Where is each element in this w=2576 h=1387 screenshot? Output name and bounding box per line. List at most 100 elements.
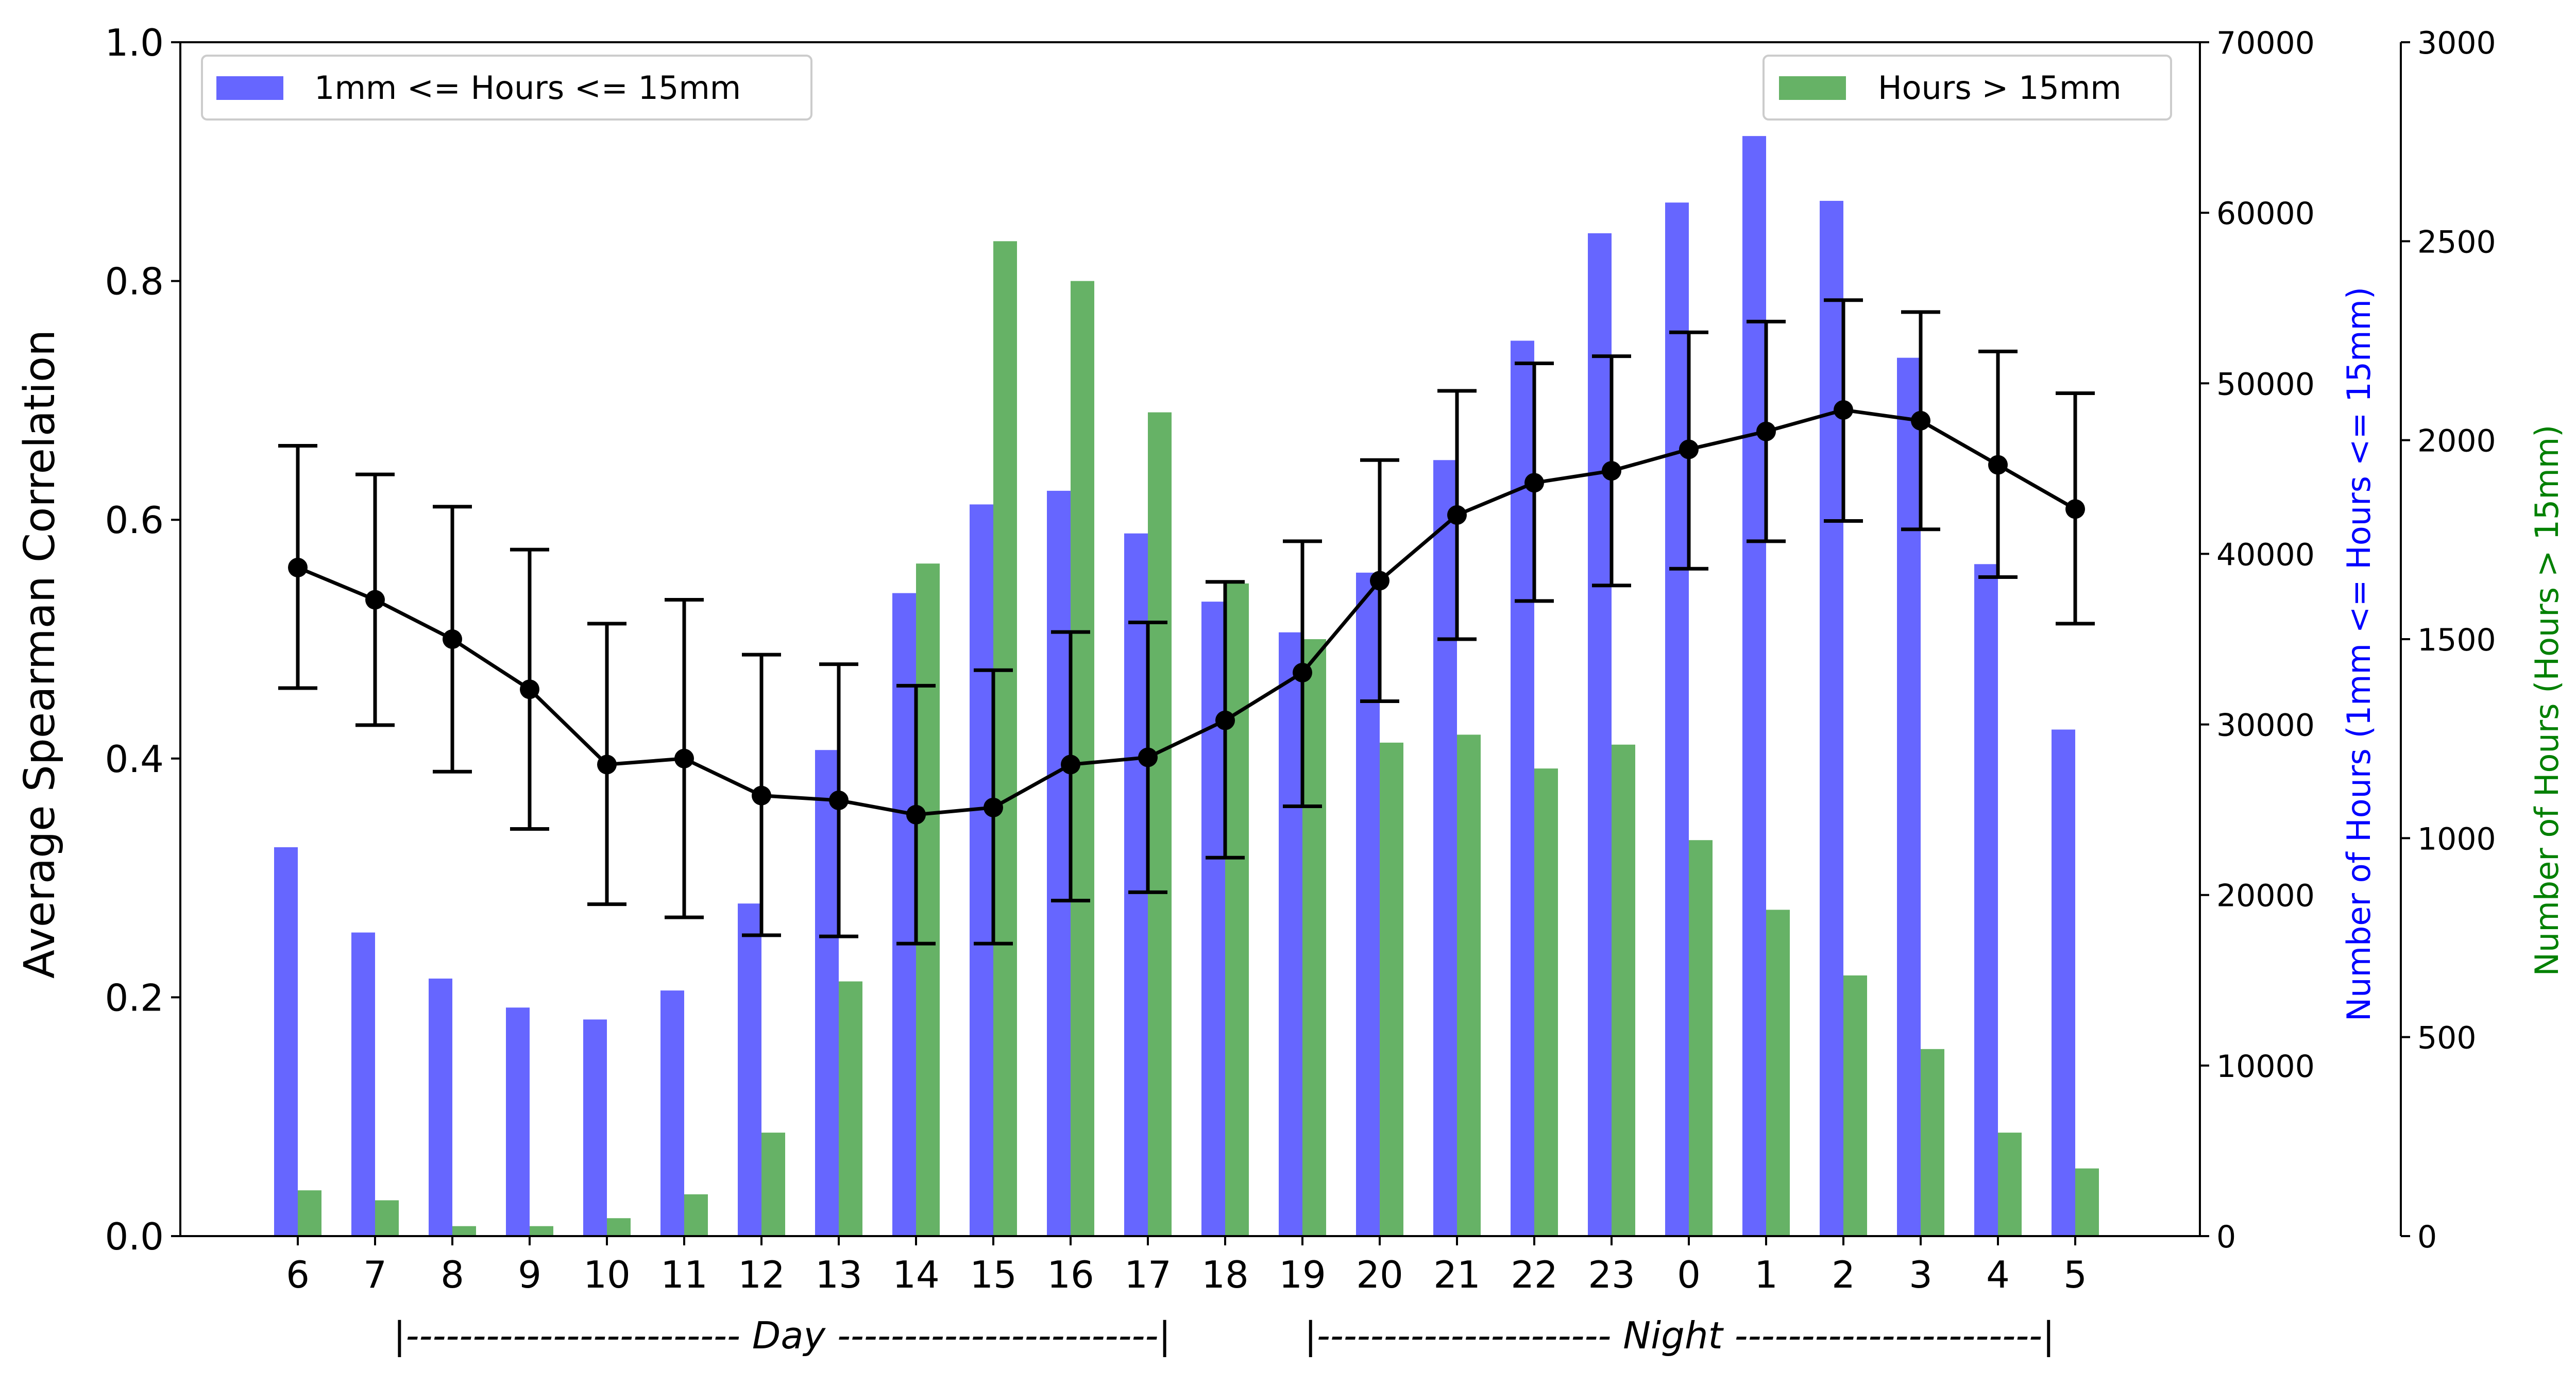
bar-green-23 — [1612, 744, 1635, 1236]
y-right1-tick-label: 40000 — [2216, 537, 2315, 573]
y-right2-tick-label: 1500 — [2417, 622, 2496, 658]
x-tick-label-19: 19 — [1279, 1253, 1326, 1296]
bar-green-5 — [2075, 1168, 2099, 1236]
correlation-point-20 — [1370, 571, 1389, 591]
bar-blue-12 — [738, 903, 761, 1236]
x-tick-label-15: 15 — [970, 1253, 1017, 1296]
legend-blue: 1mm <= Hours <= 15mm — [201, 55, 812, 121]
bar-blue-15 — [970, 504, 993, 1236]
bar-green-6 — [298, 1190, 321, 1236]
x-tick-label-2: 2 — [1832, 1253, 1855, 1296]
legend-blue-label: 1mm <= Hours <= 15mm — [314, 69, 741, 107]
bar-green-1 — [1766, 910, 1790, 1236]
x-tick-label-6: 6 — [286, 1253, 310, 1296]
x-tick-label-10: 10 — [583, 1253, 631, 1296]
correlation-point-2 — [1834, 400, 1853, 420]
bar-green-8 — [452, 1226, 476, 1236]
bar-blue-19 — [1279, 632, 1302, 1236]
correlation-line — [297, 408, 2076, 817]
bar-blue-6 — [274, 847, 298, 1236]
correlation-point-23 — [1602, 461, 1621, 481]
bar-blue-7 — [351, 932, 375, 1236]
period-label-night: |---------------------- Night ----------… — [1304, 1314, 2055, 1358]
bar-green-21 — [1457, 734, 1481, 1236]
x-tick-label-4: 4 — [1986, 1253, 2010, 1296]
bar-green-9 — [530, 1226, 553, 1236]
y-left-tick-label: 0.2 — [105, 976, 164, 1019]
bar-blue-4 — [1974, 564, 1998, 1236]
bar-blue-16 — [1047, 490, 1071, 1236]
x-tick-label-20: 20 — [1356, 1253, 1403, 1296]
correlation-point-19 — [1293, 662, 1312, 682]
bar-green-0 — [1689, 840, 1713, 1236]
bar-blue-23 — [1588, 233, 1612, 1236]
bar-green-14 — [916, 563, 940, 1236]
y-axis-label-right1: Number of Hours (1mm <= Hours <= 15mm) — [2340, 287, 2378, 1021]
y-right1-tick-label: 10000 — [2216, 1049, 2315, 1085]
bar-green-15 — [993, 241, 1017, 1236]
x-tick-label-5: 5 — [2063, 1253, 2087, 1296]
x-tick-label-13: 13 — [815, 1253, 862, 1296]
bar-blue-21 — [1433, 460, 1457, 1236]
correlation-point-16 — [1061, 755, 1080, 775]
y-axis-label-right2: Number of Hours (Hours > 15mm) — [2528, 425, 2566, 977]
y-right1-tick-label: 20000 — [2216, 878, 2315, 914]
y-left-tick-label: 0.4 — [105, 738, 164, 781]
correlation-point-21 — [1447, 505, 1467, 525]
bar-blue-18 — [1201, 602, 1225, 1236]
bar-blue-17 — [1124, 533, 1148, 1236]
x-tick-label-7: 7 — [363, 1253, 387, 1296]
bar-blue-5 — [2052, 729, 2075, 1236]
x-tick-label-11: 11 — [660, 1253, 708, 1296]
bar-blue-0 — [1665, 202, 1689, 1236]
correlation-point-22 — [1524, 473, 1544, 493]
bar-blue-11 — [660, 990, 684, 1236]
x-tick-label-23: 23 — [1588, 1253, 1635, 1296]
x-tick-label-8: 8 — [440, 1253, 464, 1296]
x-tick-label-12: 12 — [738, 1253, 785, 1296]
bar-blue-3 — [1897, 357, 1921, 1236]
bar-green-10 — [607, 1218, 631, 1236]
legend-green-box — [1762, 55, 2172, 121]
correlation-point-15 — [984, 797, 1003, 817]
legend-green-swatch — [1779, 76, 1846, 100]
y-left-tick-label: 0.8 — [105, 260, 164, 303]
bar-blue-20 — [1356, 572, 1380, 1236]
bar-green-22 — [1534, 768, 1558, 1236]
bar-blue-10 — [583, 1019, 607, 1236]
y-right1-tick-label: 60000 — [2216, 196, 2315, 232]
x-tick-label-1: 1 — [1754, 1253, 1778, 1296]
correlation-point-0 — [1679, 439, 1699, 459]
bar-green-13 — [839, 981, 862, 1236]
legend-green-label: Hours > 15mm — [1878, 69, 2122, 107]
bars-layer — [274, 136, 2099, 1236]
y-left-tick-label: 0.0 — [105, 1215, 164, 1258]
legend-blue-swatch — [216, 76, 283, 100]
x-tick-label-16: 16 — [1047, 1253, 1094, 1296]
x-tick-label-17: 17 — [1124, 1253, 1172, 1296]
y-left-tick-label: 0.6 — [105, 499, 164, 542]
bar-blue-13 — [815, 750, 839, 1236]
bar-blue-8 — [429, 978, 452, 1236]
correlation-point-4 — [1988, 455, 2008, 475]
bar-green-17 — [1148, 412, 1172, 1236]
correlation-point-14 — [906, 804, 926, 825]
bar-green-12 — [761, 1133, 785, 1236]
correlation-point-1 — [1756, 421, 1776, 441]
correlation-point-11 — [674, 748, 694, 768]
y-right1-tick-label: 50000 — [2216, 366, 2315, 402]
y-right1-tick-label: 0 — [2216, 1219, 2236, 1255]
y-right2-tick-label: 2000 — [2417, 423, 2496, 459]
y-right2-tick-label: 2500 — [2417, 224, 2496, 260]
bar-green-18 — [1225, 583, 1249, 1236]
y-axis-label-left: Average Spearman Correlation — [15, 330, 64, 979]
y-right1-tick-label: 70000 — [2216, 25, 2315, 61]
plot-frame — [179, 41, 2201, 1237]
correlation-point-6 — [288, 557, 308, 577]
y-right1-tick-label: 30000 — [2216, 708, 2315, 744]
correlation-point-5 — [2065, 499, 2085, 519]
correlation-point-3 — [1911, 410, 1930, 431]
y-right2-tick-label: 500 — [2417, 1020, 2477, 1056]
x-tick-label-0: 0 — [1677, 1253, 1701, 1296]
